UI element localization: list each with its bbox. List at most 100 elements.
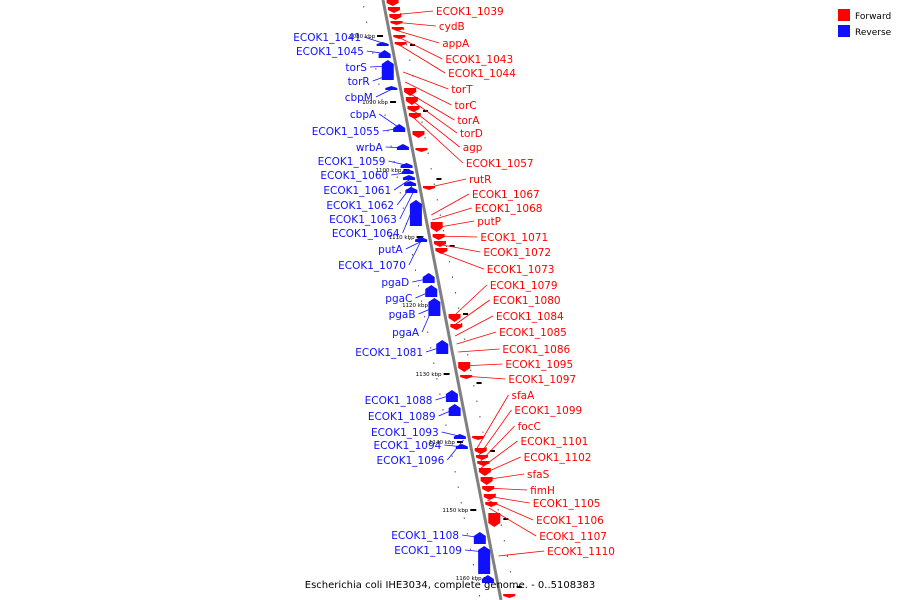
reverse-gene-block	[396, 144, 409, 150]
minor-tick-dot	[390, 145, 392, 147]
forward-gene-label: rutR	[469, 174, 491, 186]
forward-leader-line	[483, 473, 525, 481]
reverse-gene-label: pgaC	[385, 293, 412, 305]
reverse-gene-label: torR	[348, 76, 370, 88]
reverse-leader-line	[435, 393, 455, 401]
ruler-tick-label: 1080 kbp	[349, 34, 375, 40]
minor-tick-dot	[369, 37, 371, 39]
forward-leader-line	[393, 21, 436, 27]
reverse-gene-label: pgaA	[392, 327, 420, 339]
reverse-leader-line	[412, 277, 432, 283]
reverse-leader-line	[393, 177, 413, 191]
forward-leader-line	[462, 375, 506, 380]
forward-leader-line	[488, 507, 537, 537]
forward-gene-label: torD	[460, 128, 483, 140]
reverse-gene-label: ECOK1_1061	[323, 185, 391, 197]
forward-gene-block	[450, 324, 463, 330]
forward-leader-line	[431, 193, 470, 216]
legend-swatch-forward	[838, 9, 850, 21]
forward-leader-line	[411, 115, 464, 164]
minor-tick-dot	[485, 447, 487, 449]
forward-gene-label: ECOK1_1105	[533, 498, 601, 510]
minor-tick-dot	[393, 161, 395, 163]
reverse-leader-line	[464, 549, 486, 553]
forward-leader-line	[479, 425, 515, 463]
forward-leader-line	[397, 43, 446, 74]
forward-leader-line	[456, 331, 497, 345]
forward-gene-block	[435, 248, 448, 254]
forward-gene-label: cydB	[439, 21, 465, 33]
reverse-gene-label: ECOK1_1081	[355, 347, 423, 359]
forward-leader-line	[498, 550, 545, 557]
reverse-gene-block	[385, 86, 398, 90]
minor-tick-dot	[461, 323, 463, 325]
minor-tick-dot	[466, 533, 468, 535]
forward-gene-block	[472, 436, 485, 440]
reverse-gene-label: ECOK1_1062	[326, 200, 394, 212]
minor-tick-dot	[476, 400, 478, 402]
reverse-gene-block	[478, 546, 491, 574]
minor-tick-dot	[421, 300, 423, 302]
forward-gene-block	[412, 131, 425, 138]
reverse-leader-line	[382, 127, 403, 132]
reverse-gene-block	[481, 575, 494, 583]
forward-gene-label: torC	[454, 100, 476, 112]
minor-tick-dot	[457, 486, 459, 488]
minor-tick-dot	[430, 347, 432, 349]
minor-tick-dot	[470, 369, 472, 371]
minor-tick-dot	[451, 455, 453, 457]
forward-gene-label: focC	[518, 421, 541, 433]
forward-leader-line	[476, 394, 509, 449]
minor-tick-dot	[448, 261, 450, 263]
minor-tick-dot	[409, 59, 411, 61]
ruler-tick-mark	[456, 441, 463, 443]
minor-tick-dot	[421, 121, 423, 123]
minor-tick-dot	[430, 168, 432, 170]
forward-gene-label: ECOK1_1044	[448, 68, 516, 80]
forward-leader-line	[425, 178, 467, 189]
reverse-leader-line	[378, 113, 403, 131]
reverse-gene-label: ECOK1_1108	[391, 530, 459, 542]
reverse-gene-block	[402, 175, 415, 180]
minor-tick-dot	[469, 548, 471, 550]
minor-tick-dot	[387, 130, 389, 132]
forward-leader-line	[438, 251, 484, 270]
minor-tick-dot	[375, 68, 377, 70]
ruler-tick-label: 1150 kbp	[442, 508, 468, 514]
forward-leader-line	[391, 10, 433, 16]
forward-leader-line	[409, 107, 460, 148]
reverse-gene-label: ECOK1_1045	[296, 46, 364, 58]
ruler-tick-mark	[416, 236, 423, 238]
minor-tick-dot	[479, 595, 481, 597]
forward-gene-block	[408, 113, 421, 119]
minor-tick-dot	[503, 540, 505, 542]
forward-gene-label: ECOK1_1107	[539, 531, 607, 543]
minor-tick-dot	[500, 524, 502, 526]
reverse-gene-label: cbpM	[345, 92, 373, 104]
forward-leader-line	[408, 97, 458, 134]
forward-gene-label: ECOK1_1099	[514, 405, 582, 417]
minor-tick-dot	[473, 385, 475, 387]
ruler-tick-mark	[423, 110, 429, 112]
ruler-tick-label: 1110 kbp	[389, 235, 415, 241]
minor-tick-dot	[408, 238, 410, 240]
ruler-tick-label: 1140 kbp	[429, 440, 455, 446]
forward-gene-block	[485, 502, 498, 507]
forward-gene-block	[386, 0, 399, 6]
minor-tick-dot	[482, 431, 484, 433]
forward-leader-line	[478, 409, 512, 457]
forward-gene-block	[407, 106, 420, 112]
reverse-leader-line	[441, 431, 464, 438]
forward-leader-line	[460, 363, 503, 367]
forward-gene-label: fimH	[530, 485, 555, 497]
reverse-leader-line	[444, 444, 465, 448]
forward-leader-line	[435, 235, 478, 238]
ruler-tick-label: 1130 kbp	[416, 372, 442, 378]
forward-gene-label: putP	[477, 216, 501, 228]
minor-tick-dot	[384, 114, 386, 116]
reverse-leader-line	[369, 65, 391, 68]
reverse-gene-label: torS	[345, 62, 367, 74]
forward-gene-label: ECOK1_1039	[436, 6, 504, 18]
label-leader-lines	[363, 10, 545, 557]
forward-gene-label: ECOK1_1084	[496, 311, 564, 323]
